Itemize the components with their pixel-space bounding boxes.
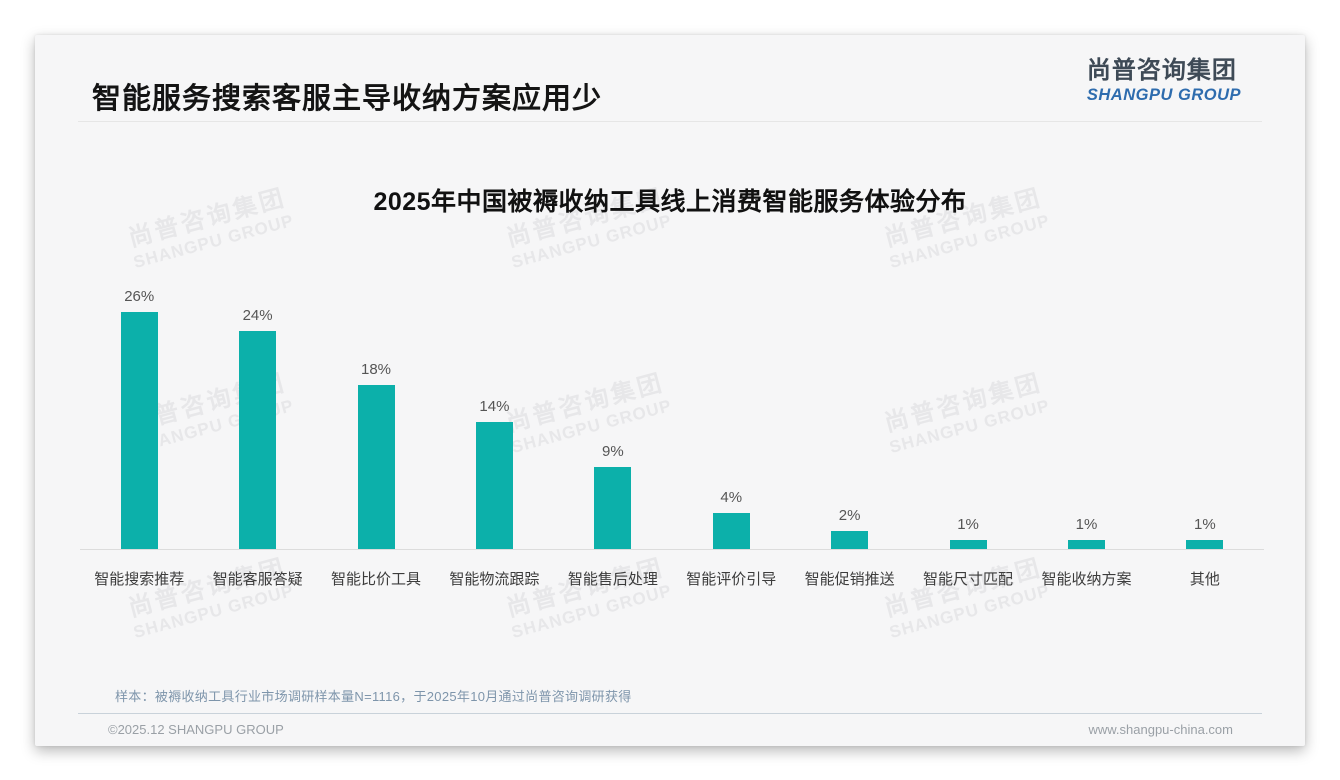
x-axis-category-label: 智能促销推送	[804, 571, 895, 588]
bar-column: 14%	[435, 398, 553, 549]
x-axis-line	[80, 549, 1264, 550]
bar-value-label: 26%	[124, 288, 155, 305]
bar	[239, 331, 277, 549]
bar-value-label: 1%	[957, 516, 979, 533]
sample-footnote: 样本：被褥收纳工具行业市场调研样本量N=1116，于2025年10月通过尚普咨询…	[115, 689, 632, 704]
copyright-text: ©2025.12 SHANGPU GROUP	[108, 722, 284, 737]
bar-value-label: 2%	[838, 507, 861, 524]
bar	[712, 513, 750, 549]
logo-chinese-text: 尚普咨询集团	[1086, 57, 1237, 84]
x-axis-category-label: 智能客服答疑	[212, 571, 303, 588]
x-axis-category-label: 智能收纳方案	[1041, 571, 1132, 588]
x-axis-category-label: 智能评价引导	[686, 571, 777, 588]
x-axis-category-label: 其他	[1189, 571, 1220, 588]
bar	[949, 540, 987, 549]
bar-chart: 26% 24% 18% 14% 9% 4% 2% 1% 1% 1%	[80, 269, 1264, 549]
bar-value-label: 1%	[1075, 516, 1098, 533]
bar-value-label: 9%	[601, 443, 624, 460]
bar	[831, 531, 869, 549]
bar-column: 9%	[554, 443, 672, 549]
bar-column: 2%	[790, 507, 908, 549]
bar-column: 24%	[198, 307, 316, 549]
x-axis-category-label: 智能售后处理	[567, 571, 658, 588]
bar-column: 26%	[80, 288, 198, 549]
logo-english-text: SHANGPU GROUP	[1086, 85, 1241, 104]
bar	[120, 312, 158, 549]
bar	[1067, 540, 1105, 549]
header-divider	[78, 121, 1262, 122]
shangpu-logo: 尚普咨询集团 SHANGPU GROUP	[1087, 57, 1241, 104]
bar-column: 1%	[1146, 516, 1264, 549]
bar-value-label: 18%	[361, 361, 392, 378]
chart-title: 2025年中国被褥收纳工具线上消费智能服务体验分布	[373, 188, 967, 216]
bar-value-label: 14%	[479, 398, 510, 415]
bar-column: 18%	[317, 361, 435, 549]
bar-value-label: 24%	[242, 307, 273, 324]
x-axis-category-label: 智能物流跟踪	[449, 571, 540, 588]
bar-column: 1%	[909, 516, 1027, 549]
slide-content: 智能服务搜索客服主导收纳方案应用少 尚普咨询集团 SHANGPU GROUP 2…	[35, 35, 1305, 746]
bar	[1186, 540, 1224, 549]
page-title: 智能服务搜索客服主导收纳方案应用少	[92, 83, 603, 115]
x-axis-category-label: 智能搜索推荐	[94, 571, 185, 588]
website-url: www.shangpu-china.com	[1088, 722, 1233, 737]
bar	[475, 422, 513, 549]
bar-value-label: 4%	[720, 489, 743, 506]
x-axis-labels: 智能搜索推荐 智能客服答疑 智能比价工具 智能物流跟踪 智能售后处理 智能评价引导 智能促销…	[80, 568, 1264, 589]
slide-card: 尚普咨询集团 SHANGPU GROUP 尚普咨询集团 SHANGPU GROUP 尚普…	[35, 35, 1305, 746]
bar-value-label: 1%	[1194, 516, 1216, 533]
x-axis-category-label: 智能比价工具	[331, 571, 422, 588]
x-axis-category-label: 智能尺寸匹配	[923, 571, 1014, 588]
bar-column: 4%	[672, 489, 790, 549]
bar-column: 1%	[1027, 516, 1145, 549]
bar	[594, 467, 632, 549]
bar	[357, 385, 395, 549]
footer-divider	[78, 713, 1262, 714]
footer-row: ©2025.12 SHANGPU GROUP www.shangpu-china…	[108, 722, 1233, 737]
